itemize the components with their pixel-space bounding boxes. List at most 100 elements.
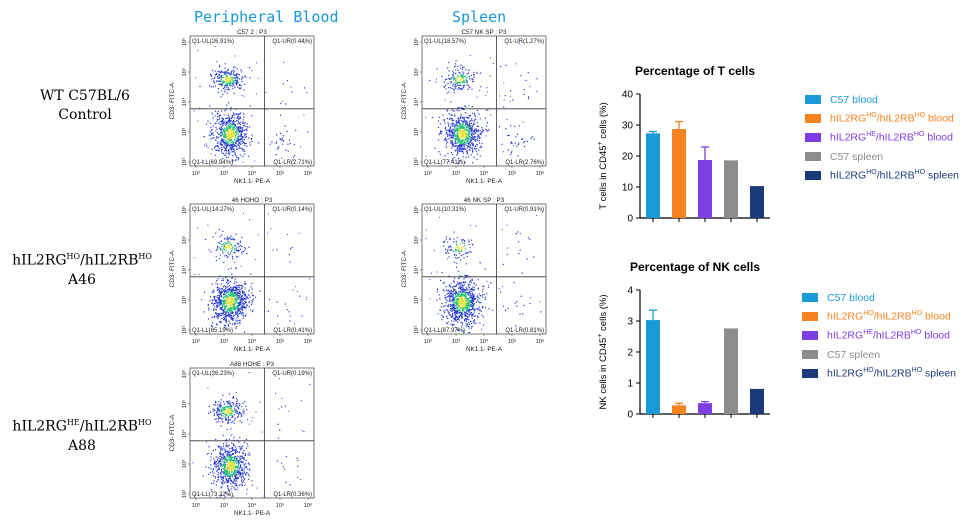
bar-2[interactable]	[698, 403, 712, 414]
flow-x-tick-label: 10⁴	[248, 338, 257, 345]
flow-panel-title: C57 NK SP : P3	[461, 29, 507, 36]
legend-item: hIL2RGHO/hIL2RBHO blood	[805, 109, 959, 128]
y-tick-label: 4	[627, 286, 633, 297]
flow-x-axis-label: NK1.1- PE-A	[234, 178, 271, 185]
bar-1[interactable]	[672, 405, 686, 414]
legend-item: C57 blood	[805, 90, 959, 109]
legend-label: hIL2RGHE/hIL2RBHO blood	[827, 329, 950, 342]
legend-item: hIL2RGHE/hIL2RBHO blood	[802, 326, 956, 345]
bar-2[interactable]	[698, 160, 712, 218]
flow-y-tick-label: 10⁵	[413, 235, 420, 244]
bar-3[interactable]	[724, 328, 738, 414]
chart-title-t-cells: Percentage of T cells	[610, 64, 780, 78]
row-label-a46-line1: hIL2RGHO/hIL2RBHO	[2, 247, 162, 271]
flow-x-tick-label: 10⁴	[248, 502, 257, 509]
legend-item: C57 spleen	[805, 147, 959, 166]
bar-1[interactable]	[672, 129, 686, 218]
flow-y-tick-label: 10⁵	[181, 235, 188, 244]
quadrant-label-ll: Q1-LL(87.97%)	[424, 328, 465, 334]
row-label-wt-line2: Control	[30, 106, 140, 125]
flow-x-tick-label: 10⁵	[276, 170, 285, 177]
flow-x-axis-label: NK1.1- PE-A	[234, 346, 271, 353]
flow-x-tick-label: 10⁵	[508, 170, 517, 177]
flow-y-tick-label: 10²	[414, 158, 420, 166]
flow-y-tick-label: 10⁶	[413, 205, 420, 214]
legend-item: hIL2RGHO/hIL2RBHO spleen	[802, 364, 956, 383]
legend-swatch	[805, 152, 821, 161]
y-tick-label: 20	[622, 152, 634, 163]
bar-4[interactable]	[750, 186, 764, 218]
flow-x-tick-label: 10³	[452, 339, 460, 345]
legend-label: hIL2RGHO/hIL2RBHO blood	[827, 310, 951, 323]
flow-panel-title: 46 HOHO : P3	[232, 197, 273, 204]
legend-item: C57 spleen	[802, 345, 956, 364]
quadrant-label-ur: Q1-UR(1.27%)	[504, 39, 544, 45]
row-label-a46-line2: A46	[2, 271, 162, 290]
legend-label: C57 blood	[830, 94, 878, 106]
flow-plot-frame	[422, 204, 546, 334]
flow-y-tick-label: 10²	[182, 158, 188, 166]
flow-x-axis-label: NK1.1- PE-A	[234, 510, 271, 517]
legend-swatch	[805, 133, 821, 142]
flow-y-tick-label: 10⁴	[181, 97, 188, 106]
flow-x-tick-label: 10⁴	[248, 170, 257, 177]
flow-panel-title: C57 2 : P3	[237, 29, 267, 36]
flow-y-axis-label: CD3- FITC-A	[169, 82, 176, 120]
flow-y-tick-label: 10⁴	[413, 97, 420, 106]
flow-plot-svg: 46 HOHO : P3Q1-UL(14.27%)Q1-UR(0.14%)Q1-…	[166, 196, 326, 358]
flow-y-tick-label: 10⁶	[181, 205, 188, 214]
legend-label: hIL2RGHO/hIL2RBHO blood	[830, 112, 954, 125]
bar-3[interactable]	[724, 160, 738, 218]
column-title-peripheral-blood: Peripheral Blood	[194, 8, 339, 26]
legend-swatch	[802, 331, 818, 340]
flow-x-tick-label: 10²	[192, 171, 200, 177]
quadrant-label-ur: Q1-UR(0.44%)	[272, 39, 312, 45]
y-tick-label: 3	[627, 317, 633, 328]
y-axis-label: T cells in CD45+ cells (%)	[597, 102, 609, 209]
y-tick-label: 30	[622, 121, 634, 132]
legend-swatch	[802, 369, 818, 378]
bar-0[interactable]	[646, 133, 660, 218]
legend-item: hIL2RGHO/hIL2RBHO spleen	[805, 166, 959, 185]
y-axis-label: NK cells in CD45+ cells (%)	[597, 295, 609, 410]
flow-x-tick-label: 10⁶	[536, 338, 545, 345]
legend-swatch	[802, 293, 818, 302]
flow-plot-frame	[190, 368, 314, 498]
y-tick-label: 0	[627, 214, 633, 225]
flow-panel-title: 46 NK SP : P3	[464, 197, 505, 204]
quadrant-label-ur: Q1-UR(0.19%)	[272, 371, 312, 377]
flow-y-tick-label: 10³	[182, 460, 188, 468]
legend-t-cells: C57 blood hIL2RGHO/hIL2RBHO blood hIL2RGHE…	[805, 90, 959, 185]
legend-nk-cells: C57 blood hIL2RGHO/hIL2RBHO blood hIL2RGHE…	[802, 288, 956, 383]
y-tick-label: 40	[622, 90, 634, 101]
legend-item: C57 blood	[802, 288, 956, 307]
flow-plot-svg: A88 HOHE : P3Q1-UL(26.23%)Q1-UR(0.19%)Q1…	[166, 360, 326, 522]
flow-plot-svg: C57 2 : P3Q1-UL(26.91%)Q1-UR(0.44%)Q1-LL…	[166, 28, 326, 190]
flow-y-tick-label: 10³	[182, 128, 188, 136]
flow-y-tick-label: 10²	[182, 490, 188, 498]
flow-plot-frame	[422, 36, 546, 166]
legend-swatch	[805, 114, 821, 123]
quadrant-label-ll: Q1-LL(77.41%)	[424, 160, 465, 166]
quadrant-label-ul: Q1-UL(26.91%)	[192, 39, 234, 45]
flow-y-tick-label: 10²	[414, 326, 420, 334]
flow-x-tick-label: 10⁴	[480, 338, 489, 345]
bar-0[interactable]	[646, 320, 660, 414]
flow-x-axis-label: NK1.1- PE-A	[466, 346, 503, 353]
bar-4[interactable]	[750, 389, 764, 414]
flow-y-tick-label: 10⁵	[181, 67, 188, 76]
flow-x-tick-label: 10⁵	[508, 338, 517, 345]
legend-label: hIL2RGHE/hIL2RBHO blood	[830, 131, 953, 144]
flow-x-tick-label: 10³	[220, 339, 228, 345]
y-tick-label: 0	[627, 410, 633, 421]
flow-y-tick-label: 10⁶	[181, 369, 188, 378]
flow-x-tick-label: 10⁵	[276, 338, 285, 345]
legend-label: C57 blood	[827, 292, 875, 304]
flow-x-tick-label: 10³	[452, 171, 460, 177]
legend-label: C57 spleen	[827, 349, 880, 361]
flow-x-tick-label: 10³	[220, 171, 228, 177]
flow-y-tick-label: 10⁴	[413, 265, 420, 274]
